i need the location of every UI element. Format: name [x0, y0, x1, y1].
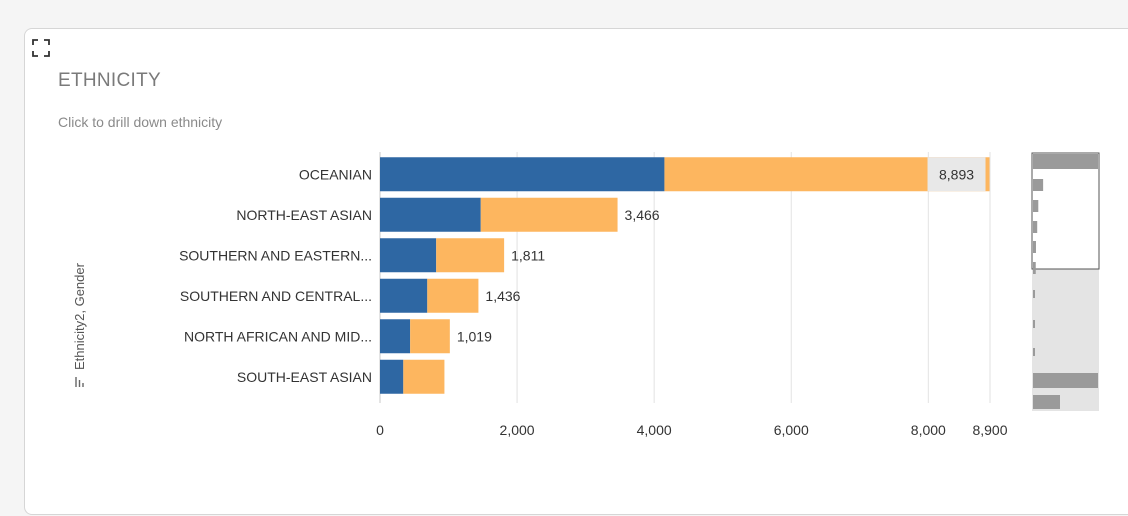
navigator-mini-bar	[1033, 179, 1044, 191]
bar-segment[interactable]	[403, 359, 445, 394]
navigator-mini-bar	[1033, 241, 1036, 253]
total-label-bg	[927, 157, 986, 192]
y-category-label[interactable]: SOUTHERN AND CENTRAL...	[180, 288, 372, 304]
expand-icon[interactable]	[32, 39, 50, 57]
total-label: 1,811	[511, 247, 545, 263]
chart-subtitle: Click to drill down ethnicity	[58, 114, 223, 130]
x-tick-label: 8,000	[911, 422, 946, 438]
total-label: 8,893	[939, 166, 974, 182]
chart-title: ETHNICITY	[58, 70, 161, 91]
bar-segment[interactable]	[480, 197, 618, 232]
bar-segment[interactable]	[380, 319, 411, 354]
x-tick-label: 2,000	[500, 422, 535, 438]
x-tick-label: 8,900	[972, 422, 1007, 438]
navigator-mini-bar	[1033, 395, 1060, 409]
y-category-label[interactable]: SOUTH-EAST ASIAN	[237, 369, 372, 385]
total-label: 1,436	[485, 288, 520, 304]
bar-segment[interactable]	[427, 278, 479, 313]
bar-segment[interactable]	[380, 197, 481, 232]
navigator-mini-bar	[1033, 262, 1036, 274]
x-tick-label: 6,000	[774, 422, 809, 438]
y-category-label[interactable]: SOUTHERN AND EASTERN...	[179, 247, 372, 263]
navigator-mini-bar	[1033, 373, 1098, 388]
navigator-mini-bar	[1033, 320, 1035, 328]
bar-segment[interactable]	[410, 319, 450, 354]
navigator-mini-bar	[1033, 200, 1039, 212]
total-label: 1,019	[457, 328, 492, 344]
y-category-label[interactable]: OCEANIAN	[299, 166, 372, 182]
sort-icon[interactable]	[74, 376, 85, 388]
navigator-mini-bar	[1033, 154, 1098, 169]
navigator-mini-bar	[1033, 290, 1035, 298]
bar-segment[interactable]	[380, 238, 437, 273]
y-category-label[interactable]: NORTH AFRICAN AND MID...	[184, 328, 372, 344]
x-tick-label: 4,000	[637, 422, 672, 438]
bar-segment[interactable]	[380, 359, 404, 394]
navigator-window[interactable]	[1031, 152, 1100, 270]
y-category-label[interactable]: NORTH-EAST ASIAN	[236, 207, 372, 223]
y-axis-title[interactable]: Ethnicity2, Gender	[72, 263, 87, 388]
bar-segment[interactable]	[436, 238, 505, 273]
total-label: 3,466	[625, 207, 660, 223]
bar-segment[interactable]	[380, 278, 428, 313]
bar-segment[interactable]	[380, 157, 665, 192]
navigator-mini-bar	[1033, 348, 1035, 356]
x-tick-label: 0	[376, 422, 384, 438]
chart-card	[24, 28, 1128, 515]
navigator-mini-bar	[1033, 221, 1038, 233]
